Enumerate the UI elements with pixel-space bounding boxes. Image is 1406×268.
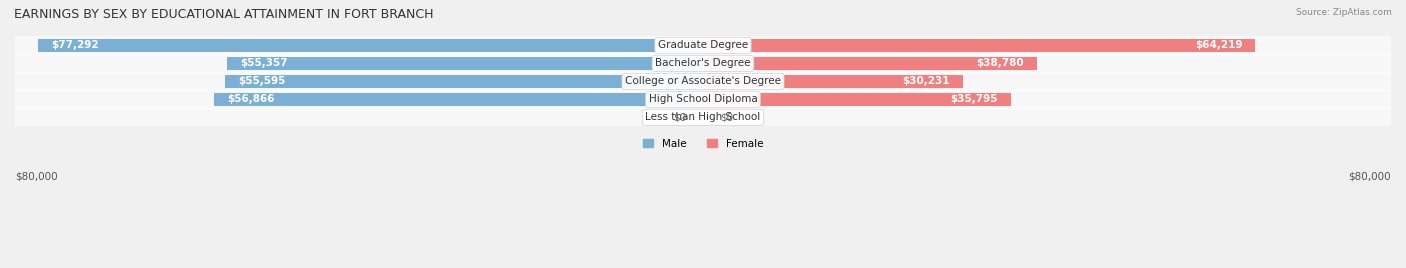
Legend: Male, Female: Male, Female: [638, 134, 768, 153]
Bar: [703, 93, 1011, 106]
Text: $38,780: $38,780: [976, 58, 1024, 68]
Text: $30,231: $30,231: [903, 76, 950, 86]
Text: $80,000: $80,000: [15, 172, 58, 181]
Bar: [226, 57, 703, 70]
Text: High School Diploma: High School Diploma: [648, 94, 758, 105]
Text: Graduate Degree: Graduate Degree: [658, 40, 748, 50]
Text: EARNINGS BY SEX BY EDUCATIONAL ATTAINMENT IN FORT BRANCH: EARNINGS BY SEX BY EDUCATIONAL ATTAINMEN…: [14, 8, 433, 21]
Bar: [15, 90, 1391, 109]
Text: $55,595: $55,595: [238, 76, 285, 86]
Bar: [703, 57, 1036, 70]
Text: Source: ZipAtlas.com: Source: ZipAtlas.com: [1296, 8, 1392, 17]
Bar: [214, 93, 703, 106]
Bar: [15, 72, 1391, 90]
Text: $64,219: $64,219: [1195, 40, 1243, 50]
Text: $56,866: $56,866: [226, 94, 274, 105]
Bar: [15, 109, 1391, 126]
Bar: [15, 54, 1391, 72]
Bar: [703, 111, 711, 124]
Text: $0: $0: [672, 112, 686, 122]
Bar: [38, 39, 703, 52]
Text: $0: $0: [720, 112, 734, 122]
Text: Less than High School: Less than High School: [645, 112, 761, 122]
Bar: [703, 39, 1256, 52]
Text: College or Associate's Degree: College or Associate's Degree: [626, 76, 780, 86]
Text: Bachelor's Degree: Bachelor's Degree: [655, 58, 751, 68]
Bar: [225, 75, 703, 88]
Text: $77,292: $77,292: [51, 40, 98, 50]
Bar: [703, 75, 963, 88]
Bar: [695, 111, 703, 124]
Text: $55,357: $55,357: [240, 58, 287, 68]
Text: $35,795: $35,795: [950, 94, 998, 105]
Text: $80,000: $80,000: [1348, 172, 1391, 181]
Bar: [15, 36, 1391, 54]
